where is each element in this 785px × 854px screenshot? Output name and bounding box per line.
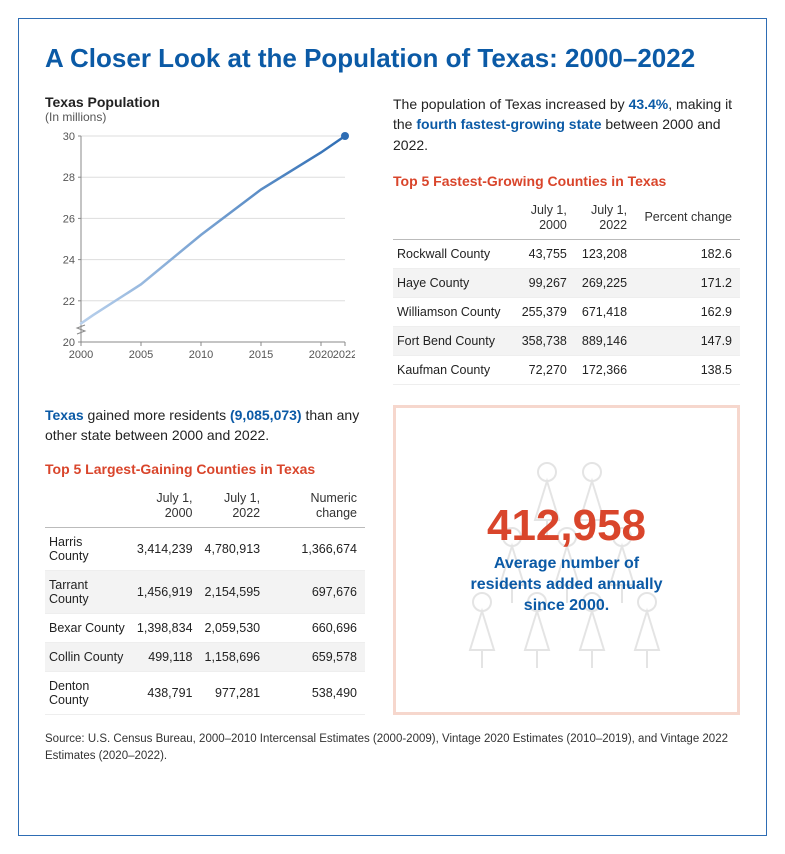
table-cell: Denton County — [45, 672, 133, 715]
chart-subtitle: (In millions) — [45, 110, 365, 124]
table-cell: Harris County — [45, 528, 133, 571]
gain-t2: gained more residents — [84, 407, 230, 423]
table-cell: 538,490 — [268, 672, 365, 715]
table-row: Tarrant County1,456,9192,154,595697,676 — [45, 571, 365, 614]
table-cell: 1,158,696 — [201, 643, 269, 672]
intro-pct: 43.4% — [629, 96, 669, 112]
table-cell: 162.9 — [635, 297, 740, 326]
table-header — [45, 485, 133, 528]
annual-residents-callout: 412,958 Average number of residents adde… — [393, 405, 740, 716]
fastest-table-title: Top 5 Fastest-Growing Counties in Texas — [393, 173, 740, 189]
svg-text:24: 24 — [63, 255, 75, 267]
intro-rank: fourth fastest-growing state — [416, 116, 601, 132]
gain-text: Texas gained more residents (9,085,073) … — [45, 405, 365, 446]
gain-num: (9,085,073) — [230, 407, 302, 423]
table-header — [393, 197, 515, 240]
table-cell: 3,414,239 — [133, 528, 201, 571]
table-cell: 889,146 — [575, 326, 635, 355]
population-line-chart: 202224262830200020052010201520202022 — [45, 130, 355, 370]
table-header: July 1,2000 — [515, 197, 575, 240]
table-cell: 182.6 — [635, 239, 740, 268]
table-cell: 660,696 — [268, 614, 365, 643]
table-cell: 43,755 — [515, 239, 575, 268]
chart-svg: 202224262830200020052010201520202022 — [45, 130, 355, 370]
table-cell: 499,118 — [133, 643, 201, 672]
intro-text: The population of Texas increased by 43.… — [393, 94, 740, 155]
largest-gaining-table: July 1,2000July 1,2022Numeric change Har… — [45, 485, 365, 715]
svg-text:30: 30 — [63, 131, 75, 143]
svg-text:22: 22 — [63, 296, 75, 308]
table-cell: Bexar County — [45, 614, 133, 643]
table-cell: Haye County — [393, 268, 515, 297]
table-cell: 138.5 — [635, 355, 740, 384]
table-cell: Collin County — [45, 643, 133, 672]
lower-row: Texas gained more residents (9,085,073) … — [45, 405, 740, 716]
chart-column: Texas Population (In millions) 202224262… — [45, 94, 365, 385]
gain-t1: Texas — [45, 407, 84, 423]
table-cell: 697,676 — [268, 571, 365, 614]
table-row: Rockwall County43,755123,208182.6 — [393, 239, 740, 268]
table-row: Fort Bend County358,738889,146147.9 — [393, 326, 740, 355]
table-cell: 671,418 — [575, 297, 635, 326]
table-cell: 269,225 — [575, 268, 635, 297]
table-row: Williamson County255,379671,418162.9 — [393, 297, 740, 326]
table-cell: 2,059,530 — [201, 614, 269, 643]
table-cell: 171.2 — [635, 268, 740, 297]
table-header: July 1,2022 — [201, 485, 269, 528]
svg-text:2015: 2015 — [249, 349, 273, 361]
table-cell: 977,281 — [201, 672, 269, 715]
table-cell: 99,267 — [515, 268, 575, 297]
infographic-frame: A Closer Look at the Population of Texas… — [18, 18, 767, 836]
svg-text:26: 26 — [63, 213, 75, 225]
right-column-upper: The population of Texas increased by 43.… — [393, 94, 740, 385]
table-row: Harris County3,414,2394,780,9131,366,674 — [45, 528, 365, 571]
upper-row: Texas Population (In millions) 202224262… — [45, 94, 740, 385]
left-lower-column: Texas gained more residents (9,085,073) … — [45, 405, 365, 716]
table-cell: Tarrant County — [45, 571, 133, 614]
callout-number: 412,958 — [467, 504, 667, 548]
intro-prefix: The population of Texas increased by — [393, 96, 629, 112]
svg-text:2005: 2005 — [129, 349, 153, 361]
table-header: Percent change — [635, 197, 740, 240]
callout-subtext: Average number of residents added annual… — [467, 554, 667, 616]
table-cell: 4,780,913 — [201, 528, 269, 571]
table-cell: 2,154,595 — [201, 571, 269, 614]
table-cell: 255,379 — [515, 297, 575, 326]
table-cell: Fort Bend County — [393, 326, 515, 355]
table-cell: 1,398,834 — [133, 614, 201, 643]
svg-text:2000: 2000 — [69, 349, 93, 361]
table-header: July 1,2022 — [575, 197, 635, 240]
largest-table-title: Top 5 Largest-Gaining Counties in Texas — [45, 461, 365, 477]
table-cell: Rockwall County — [393, 239, 515, 268]
table-cell: Williamson County — [393, 297, 515, 326]
table-row: Haye County99,267269,225171.2 — [393, 268, 740, 297]
page-title: A Closer Look at the Population of Texas… — [45, 43, 740, 74]
svg-text:2022: 2022 — [333, 349, 355, 361]
table-cell: Kaufman County — [393, 355, 515, 384]
table-row: Denton County438,791977,281538,490 — [45, 672, 365, 715]
table-header: Numeric change — [268, 485, 365, 528]
table-cell: 438,791 — [133, 672, 201, 715]
table-row: Kaufman County72,270172,366138.5 — [393, 355, 740, 384]
table-header: July 1,2000 — [133, 485, 201, 528]
table-cell: 72,270 — [515, 355, 575, 384]
table-cell: 147.9 — [635, 326, 740, 355]
svg-text:2010: 2010 — [189, 349, 213, 361]
table-cell: 659,578 — [268, 643, 365, 672]
table-row: Bexar County1,398,8342,059,530660,696 — [45, 614, 365, 643]
table-cell: 358,738 — [515, 326, 575, 355]
table-cell: 123,208 — [575, 239, 635, 268]
source-citation: Source: U.S. Census Bureau, 2000–2010 In… — [45, 731, 740, 763]
table-row: Collin County499,1181,158,696659,578 — [45, 643, 365, 672]
table-cell: 172,366 — [575, 355, 635, 384]
callout-inner: 412,958 Average number of residents adde… — [467, 504, 667, 616]
svg-text:2020: 2020 — [309, 349, 333, 361]
svg-text:28: 28 — [63, 172, 75, 184]
table-cell: 1,456,919 — [133, 571, 201, 614]
svg-text:20: 20 — [63, 337, 75, 349]
fastest-growing-table: July 1,2000July 1,2022Percent change Roc… — [393, 197, 740, 385]
chart-title: Texas Population — [45, 94, 365, 110]
table-cell: 1,366,674 — [268, 528, 365, 571]
